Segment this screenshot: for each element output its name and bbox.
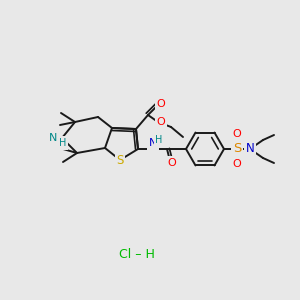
Text: S: S [233,142,241,155]
Text: H: H [155,135,163,145]
Text: H: H [59,138,67,148]
Text: O: O [157,117,165,127]
Text: O: O [168,158,176,168]
Text: O: O [232,159,242,169]
Text: O: O [232,129,242,139]
Text: Cl – H: Cl – H [119,248,155,262]
Text: N: N [149,138,157,148]
Text: N: N [49,133,57,143]
Text: O: O [157,99,165,109]
Text: N: N [246,142,254,154]
Text: S: S [116,154,124,167]
